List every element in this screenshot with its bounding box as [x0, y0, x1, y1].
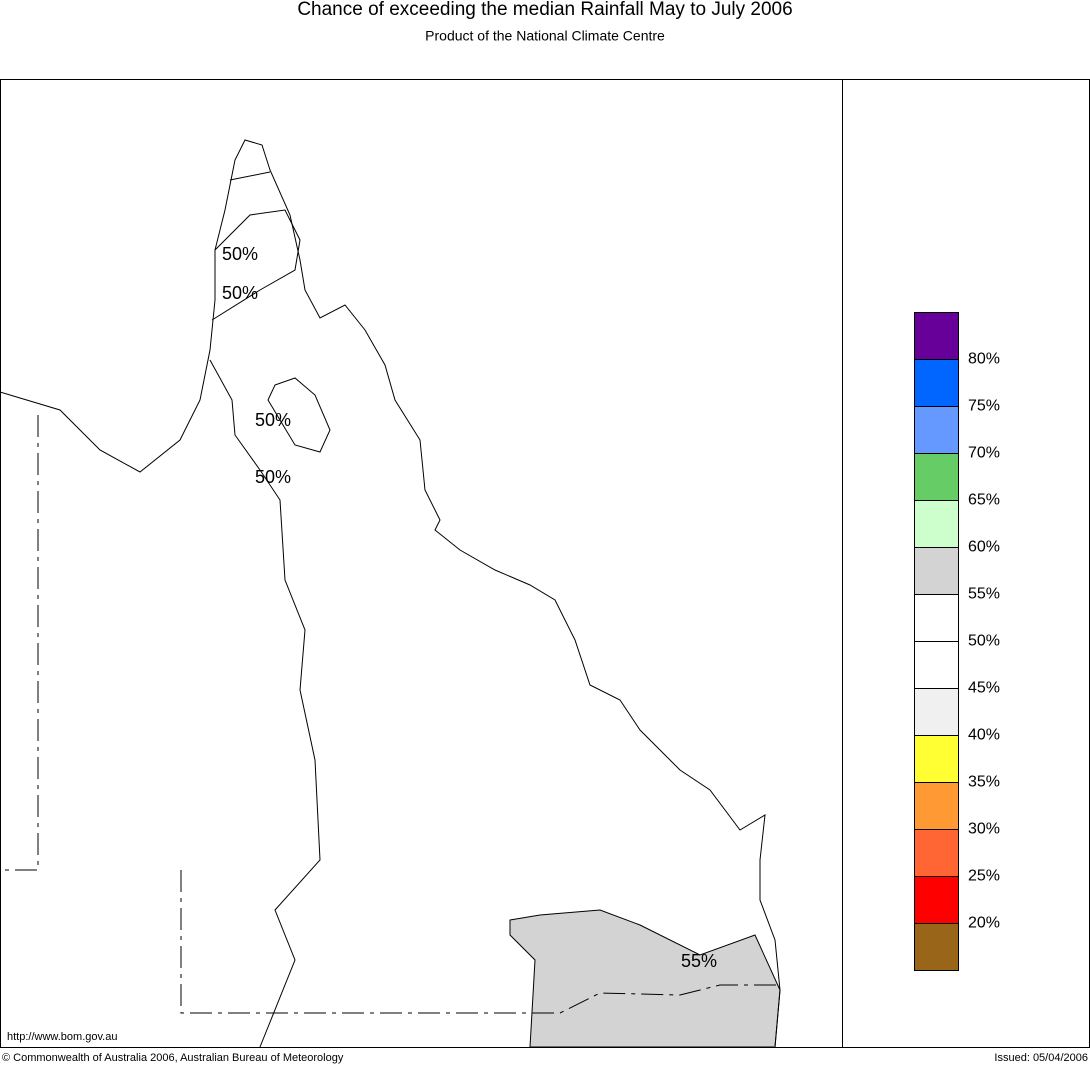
legend-swatch: [914, 453, 959, 501]
legend-label: 20%: [968, 915, 1000, 932]
legend-label: 30%: [968, 821, 1000, 838]
legend-swatch: [914, 406, 959, 454]
map: 50% 50% 50% 50% 55% http://www.bom.gov.a…: [0, 79, 1090, 1048]
legend-swatch: [914, 923, 959, 971]
legend-swatch: [914, 688, 959, 736]
title: Chance of exceeding the median Rainfall …: [297, 0, 792, 20]
shaded-region: [509, 909, 781, 1048]
contour-label: 50%: [222, 244, 258, 264]
contour: [267, 377, 331, 453]
contour-label: 55%: [681, 951, 717, 971]
map-frame: [0, 79, 843, 1048]
legend-label: 75%: [968, 398, 1000, 415]
legend-label: 80%: [968, 351, 1000, 368]
legend-swatch: [914, 829, 959, 877]
state-border: [0, 415, 780, 1014]
contour-label: 50%: [255, 467, 291, 487]
legend-swatch: [914, 735, 959, 783]
contour-label: 50%: [255, 410, 291, 430]
legend-label: 60%: [968, 539, 1000, 556]
legend-label: 25%: [968, 868, 1000, 885]
legend-swatch: [914, 641, 959, 689]
coastline: [0, 139, 781, 1048]
legend-swatch: [914, 500, 959, 548]
legend-swatch: [914, 782, 959, 830]
legend-label: 70%: [968, 445, 1000, 462]
contour: [211, 171, 301, 321]
contour-label: 50%: [222, 283, 258, 303]
subtitle: Product of the National Climate Centre: [425, 28, 665, 44]
url: http://www.bom.gov.au: [7, 1031, 117, 1043]
issued: Issued: 05/04/2006: [994, 1052, 1088, 1064]
legend-label: 40%: [968, 727, 1000, 744]
legend-swatch: [914, 876, 959, 924]
legend-label: 50%: [968, 633, 1000, 650]
legend-swatch: [914, 359, 959, 407]
contour: [209, 359, 321, 1048]
legend-label: 55%: [968, 586, 1000, 603]
legend-label: 35%: [968, 774, 1000, 791]
legend-swatch: [914, 594, 959, 642]
legend-label: 45%: [968, 680, 1000, 697]
legend-frame: [842, 79, 1090, 1048]
copyright: © Commonwealth of Australia 2006, Austra…: [2, 1052, 344, 1064]
legend-swatch: [914, 312, 959, 360]
legend: 80% 75% 70% 65% 60% 55% 50% 45% 40% 35% 30% 25% 20%: [914, 312, 1000, 971]
legend-swatch: [914, 547, 959, 595]
legend-label: 65%: [968, 492, 1000, 509]
